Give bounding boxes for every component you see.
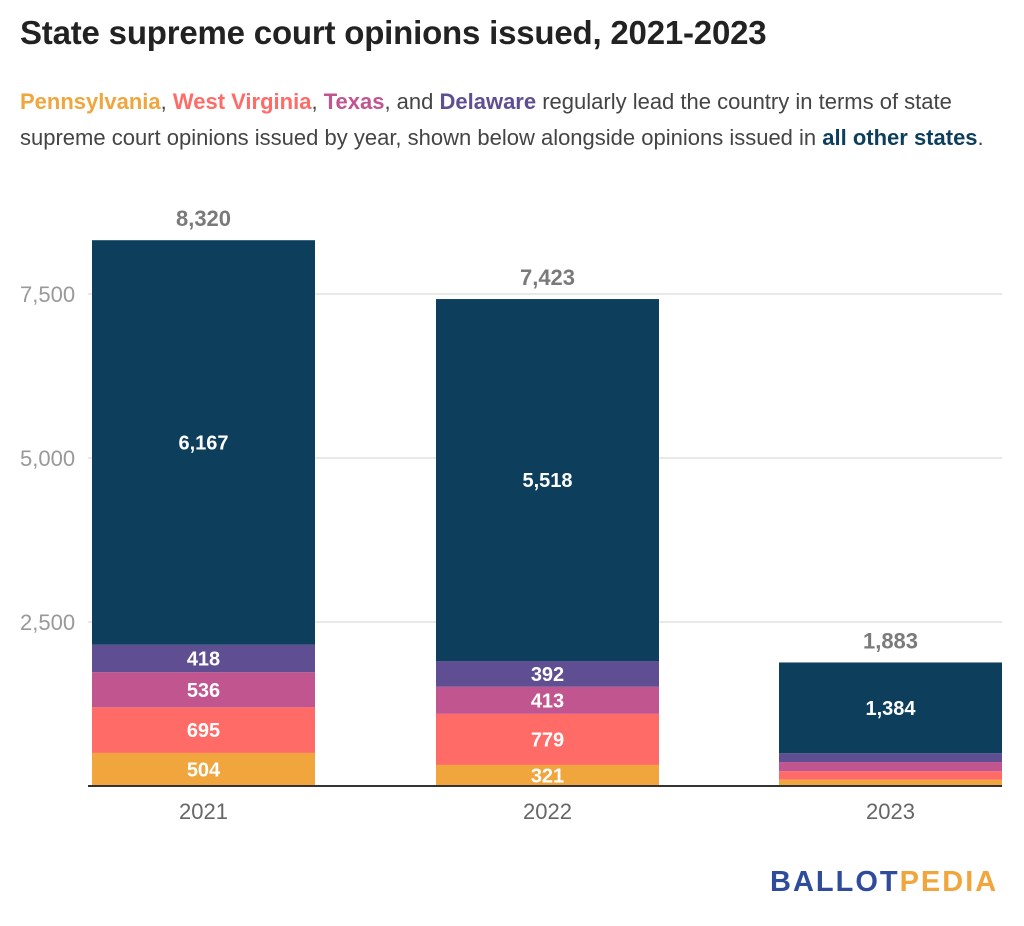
subtitle-text-end: .	[977, 125, 984, 150]
data-label: 779	[531, 729, 564, 751]
chart-title: State supreme court opinions issued, 202…	[20, 14, 767, 51]
subtitle-all-other-states: all other states	[822, 125, 978, 150]
y-tick-label: 2,500	[20, 610, 75, 635]
bar-segment	[779, 779, 1002, 786]
ballotpedia-logo: BALLOTPEDIA	[770, 866, 998, 899]
bar-segment	[92, 240, 315, 645]
data-label: 413	[531, 690, 564, 712]
bars	[92, 240, 1002, 786]
subtitle-text: regularly lead the country in terms of s…	[20, 89, 952, 150]
data-label: 504	[187, 759, 221, 781]
data-label: 695	[187, 720, 220, 742]
bar-segment	[92, 707, 315, 753]
logo-part-pedia: PEDIA	[899, 866, 999, 898]
bar-segment	[92, 672, 315, 708]
total-label: 7,423	[520, 265, 575, 290]
subtitle-state-pennsylvania: Pennsylvania	[20, 89, 161, 114]
data-label: 321	[531, 765, 564, 787]
bar-segment	[779, 771, 1002, 780]
subtitle-state-west-virginia: West Virginia	[172, 89, 312, 114]
bar-segment	[779, 762, 1002, 772]
bar-segment	[779, 662, 1002, 754]
bar-segment	[436, 299, 659, 662]
data-label: 418	[187, 648, 220, 670]
y-tick-label: 5,000	[20, 446, 75, 471]
logo-part-ballot: BALLOT	[770, 866, 900, 898]
bar-segment	[436, 764, 659, 786]
subtitle-state-texas: Texas	[323, 89, 385, 114]
bar-segment	[92, 752, 315, 786]
data-label: 1,384	[865, 698, 916, 720]
bar-segment	[436, 713, 659, 765]
total-label: 1,883	[863, 628, 918, 653]
x-tick-label: 2021	[179, 799, 228, 824]
subtitle-separator: , and	[384, 89, 440, 114]
chart-subtitle: Pennsylvania, West Virginia, Texas, and …	[20, 84, 1005, 156]
total-label: 8,320	[176, 206, 231, 231]
bar-segment	[779, 753, 1002, 763]
bar-segment	[92, 644, 315, 673]
data-label: 392	[531, 664, 564, 686]
data-labels: 504 695 536 418 6,167 8,320 321 779 413 392 5,518 7…	[176, 206, 918, 787]
data-label: 5,518	[522, 470, 572, 492]
stacked-bar-chart: 504 695 536 418 6,167 8,320 321 779 413 392 5,518 7…	[20, 206, 1002, 824]
subtitle-separator: ,	[160, 89, 173, 114]
bar-segment	[436, 661, 659, 687]
x-tick-label: 2022	[523, 799, 572, 824]
axes: 2,500 5,000 7,500 2021 2022 2023	[20, 282, 1002, 824]
subtitle-separator: ,	[311, 89, 324, 114]
data-label: 6,167	[178, 432, 228, 454]
data-label: 536	[187, 680, 220, 702]
bar-segment	[436, 686, 659, 714]
y-tick-label: 7,500	[20, 282, 75, 307]
x-tick-label: 2023	[866, 799, 915, 824]
subtitle-state-delaware: Delaware	[439, 89, 537, 114]
